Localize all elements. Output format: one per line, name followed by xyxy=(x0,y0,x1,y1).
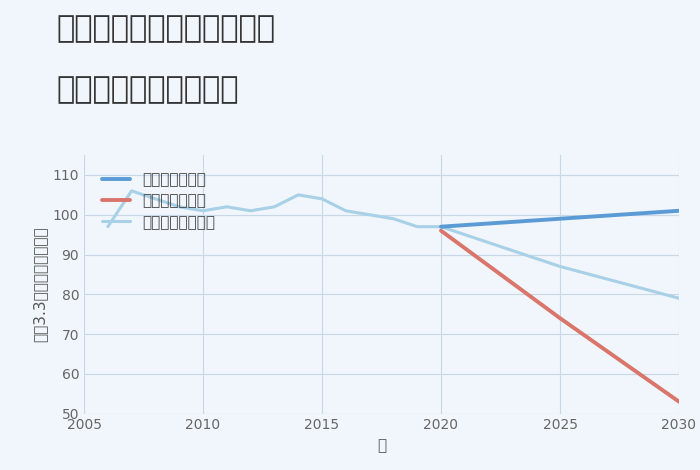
Text: 中古戸建ての価格推移: 中古戸建ての価格推移 xyxy=(56,75,239,104)
バッドシナリオ xyxy=(437,228,445,234)
Y-axis label: 坪（3.3㎡）単価（万円）: 坪（3.3㎡）単価（万円） xyxy=(32,227,47,342)
Text: 兵庫県姫路市田寺山手町の: 兵庫県姫路市田寺山手町の xyxy=(56,14,275,43)
グッドシナリオ xyxy=(556,216,564,221)
バッドシナリオ xyxy=(675,399,683,405)
Line: バッドシナリオ: バッドシナリオ xyxy=(441,231,679,402)
ノーマルシナリオ xyxy=(556,264,564,269)
ノーマルシナリオ xyxy=(437,224,445,229)
Line: ノーマルシナリオ: ノーマルシナリオ xyxy=(441,227,679,298)
Legend: グッドシナリオ, バッドシナリオ, ノーマルシナリオ: グッドシナリオ, バッドシナリオ, ノーマルシナリオ xyxy=(97,168,220,235)
バッドシナリオ xyxy=(556,315,564,321)
X-axis label: 年: 年 xyxy=(377,438,386,453)
グッドシナリオ xyxy=(675,208,683,213)
ノーマルシナリオ xyxy=(675,296,683,301)
グッドシナリオ xyxy=(437,224,445,229)
Line: グッドシナリオ: グッドシナリオ xyxy=(441,211,679,227)
